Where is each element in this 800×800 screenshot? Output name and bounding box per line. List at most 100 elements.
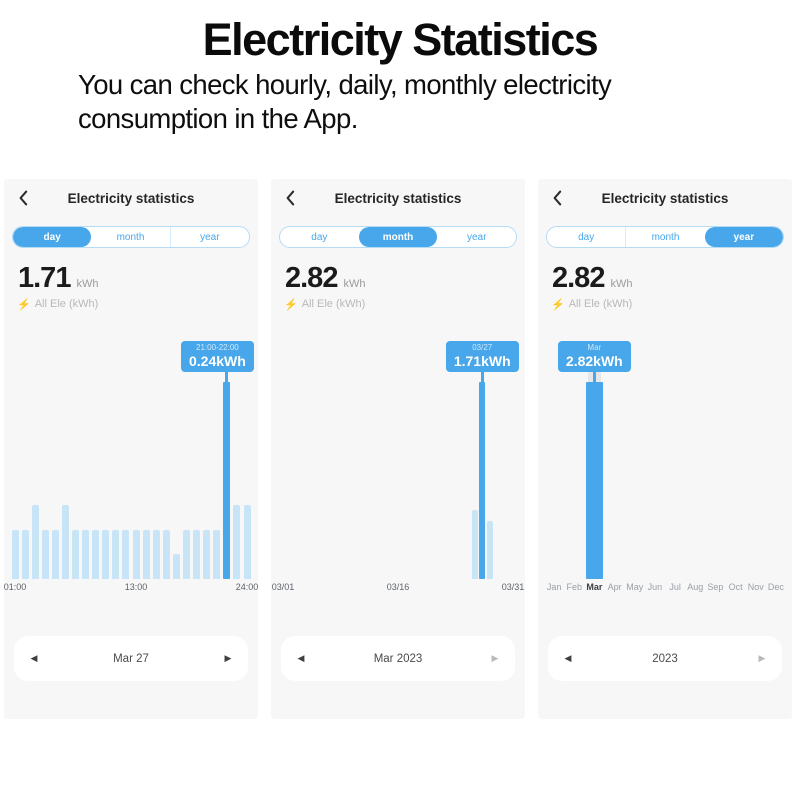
chart-bar[interactable]: [132, 530, 140, 580]
back-icon[interactable]: [285, 190, 295, 206]
prev-button[interactable]: ◀: [30, 653, 38, 664]
chart-bar[interactable]: [92, 530, 100, 580]
total-unit: kWh: [610, 278, 633, 291]
prev-button[interactable]: ◀: [564, 653, 572, 664]
date-nav: ◀ 2023 ▶: [548, 636, 782, 682]
axis-tick: Sep: [707, 582, 724, 593]
next-button[interactable]: ▶: [758, 653, 766, 664]
chart-bar[interactable]: [41, 530, 49, 580]
bar-chart: 03/27 1.71kWh: [271, 335, 525, 580]
phone-screen-year: Electricity statistics day month year 2.82…: [538, 179, 792, 720]
date-label: Mar 27: [113, 652, 149, 665]
lightning-icon: ⚡: [284, 298, 298, 311]
tab-month[interactable]: month: [358, 227, 438, 248]
x-axis: Jan Feb Mar Apr May Jun Jul Aug Sep Oct Nov Dec: [538, 579, 792, 595]
screen-title: Electricity statistics: [67, 191, 195, 207]
chart-bar[interactable]: [172, 554, 180, 580]
chart-bar[interactable]: [142, 530, 150, 580]
chart-bar-selected[interactable]: [223, 382, 231, 580]
tooltip-value: 1.71kWh: [453, 353, 511, 370]
prev-button[interactable]: ◀: [297, 653, 305, 664]
axis-tick: Feb: [566, 582, 583, 593]
axis-tick: Mar: [586, 582, 603, 593]
screen-header: Electricity statistics: [4, 179, 258, 213]
chart-bar[interactable]: [243, 505, 251, 580]
chart-bar[interactable]: [61, 505, 69, 580]
phone-screen-day: Electricity statistics day month year 1.71…: [3, 179, 258, 720]
tab-day[interactable]: day: [311, 231, 328, 243]
tab-year[interactable]: year: [704, 227, 783, 248]
chart-bar[interactable]: [487, 521, 493, 580]
tab-day[interactable]: day: [13, 227, 92, 248]
axis-tick: Jun: [647, 582, 663, 593]
next-button[interactable]: ▶: [491, 653, 499, 664]
chart-legend: ⚡ All Ele (kWh): [551, 297, 792, 311]
tab-month[interactable]: month: [625, 227, 704, 248]
axis-tick: May: [626, 582, 644, 593]
period-tabs: day month year: [279, 226, 517, 249]
chart-bar[interactable]: [31, 505, 39, 580]
chart-bar[interactable]: [233, 505, 241, 580]
axis-tick: 03/01: [271, 582, 295, 593]
total-unit: kWh: [76, 278, 99, 291]
chart-bar[interactable]: [21, 530, 29, 580]
legend-label: All Ele (kWh): [568, 298, 633, 311]
axis-tick: 01:00: [3, 582, 27, 593]
date-label: 2023: [652, 652, 678, 665]
tooltip-value: 2.82kWh: [565, 353, 623, 370]
chart-bar-selected[interactable]: [585, 382, 603, 580]
chart-tooltip: Mar 2.82kWh: [557, 341, 631, 373]
tab-month[interactable]: month: [116, 231, 145, 243]
total-row: 1.71 kWh: [18, 260, 258, 294]
back-icon[interactable]: [18, 190, 28, 206]
axis-tick: Jul: [669, 582, 681, 593]
chart-tooltip: 21:00-22:00 0.24kWh: [181, 341, 254, 373]
axis-tick: Jan: [546, 582, 562, 593]
tab-year[interactable]: year: [466, 231, 487, 243]
chart-bar[interactable]: [203, 530, 211, 580]
date-label: Mar 2023: [373, 652, 423, 665]
chart-bar[interactable]: [152, 530, 160, 580]
axis-tick: Dec: [767, 582, 784, 593]
axis-tick: Aug: [687, 582, 704, 593]
tooltip-period: Mar: [587, 343, 602, 353]
phone-screen-month: Electricity statistics day month year 2.82…: [271, 179, 525, 720]
chart-bar[interactable]: [122, 530, 130, 580]
chart-bar[interactable]: [471, 510, 478, 580]
total-row: 2.82 kWh: [285, 260, 525, 294]
chart-tooltip: 03/27 1.71kWh: [445, 341, 519, 373]
bar-chart: 21:00-22:00 0.24kWh: [4, 335, 258, 580]
chart-bar[interactable]: [82, 530, 90, 580]
chart-bar-selected[interactable]: [479, 382, 486, 580]
legend-label: All Ele (kWh): [34, 298, 99, 311]
x-axis: 03/01 03/16 03/31: [271, 579, 525, 595]
chart-bar[interactable]: [11, 530, 19, 580]
total-value: 2.82: [552, 262, 605, 295]
axis-tick: Nov: [747, 582, 764, 593]
chart-bar[interactable]: [102, 530, 110, 580]
chart-bar[interactable]: [193, 530, 201, 580]
tooltip-value: 0.24kWh: [189, 353, 246, 370]
chart-bar[interactable]: [51, 530, 59, 580]
back-icon[interactable]: [552, 190, 562, 206]
lightning-icon: ⚡: [17, 298, 31, 311]
total-row: 2.82 kWh: [552, 260, 792, 294]
date-nav: ◀ Mar 2023 ▶: [281, 636, 515, 682]
chart-bar[interactable]: [213, 530, 221, 580]
tab-year[interactable]: year: [169, 227, 249, 248]
lightning-icon: ⚡: [551, 298, 565, 311]
total-value: 2.82: [285, 262, 338, 295]
total-unit: kWh: [343, 278, 366, 291]
chart-bar[interactable]: [182, 530, 190, 580]
chart-bar[interactable]: [72, 530, 80, 580]
tooltip-pointer: [480, 372, 484, 383]
tab-day[interactable]: day: [578, 231, 595, 243]
chart-bar[interactable]: [162, 530, 170, 580]
tooltip-period: 03/27: [472, 343, 493, 353]
chart-bar[interactable]: [112, 530, 120, 580]
next-button[interactable]: ▶: [224, 653, 232, 664]
axis-tick: Apr: [607, 582, 622, 593]
axis-tick: Oct: [728, 582, 743, 593]
screenshots-row: Electricity statistics day month year 1.71…: [0, 179, 800, 720]
total-value: 1.71: [18, 262, 71, 295]
